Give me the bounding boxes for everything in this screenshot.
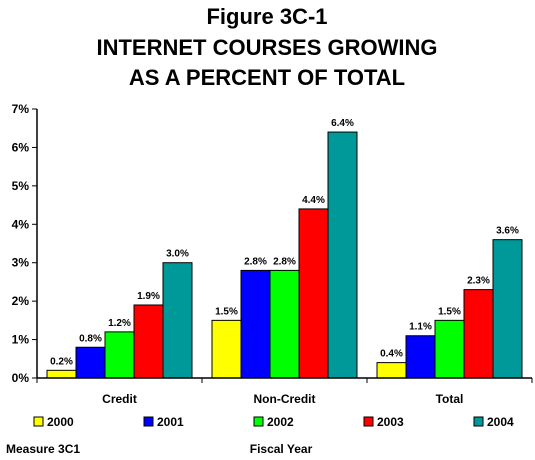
bar-2002-non-credit <box>269 269 300 379</box>
y-tick-label: 7% <box>12 102 30 116</box>
data-label: 1.5% <box>438 306 461 317</box>
data-label: 3.6% <box>496 226 519 237</box>
category-label-credit: Credit <box>102 392 137 406</box>
bar-2000-total <box>376 362 407 379</box>
legend-label-2002: 2002 <box>267 415 294 429</box>
bar-2003-non-credit <box>298 208 329 379</box>
footer-measure: Measure 3C1 <box>6 442 80 456</box>
category-label-total: Total <box>436 392 464 406</box>
y-tick-label: 5% <box>12 179 30 193</box>
y-tick-label: 6% <box>12 140 30 154</box>
chart-title-line-1: Figure 3C-1 <box>206 4 327 29</box>
bar-2003-total <box>463 289 494 379</box>
legend-swatch-2003 <box>363 416 374 427</box>
bar-2000-credit <box>46 369 77 379</box>
legend-label-2000: 2000 <box>47 415 74 429</box>
y-tick-label: 0% <box>12 371 30 385</box>
bar-2004-credit <box>162 262 193 379</box>
legend-label-2004: 2004 <box>487 415 514 429</box>
data-label: 2.8% <box>273 256 296 267</box>
y-tick-label: 2% <box>12 294 30 308</box>
data-label: 6.4% <box>331 118 354 129</box>
data-label: 2.8% <box>244 256 267 267</box>
chart-title-line-2: INTERNET COURSES GROWING <box>96 35 437 60</box>
legend-label-2001: 2001 <box>157 415 184 429</box>
data-label: 1.1% <box>409 322 432 333</box>
data-label: 1.2% <box>108 318 131 329</box>
legend-swatch-2004 <box>473 416 484 427</box>
bar-2001-total <box>405 335 436 379</box>
bar-2002-credit <box>104 331 135 379</box>
data-label: 2.3% <box>467 276 490 287</box>
bar-2004-non-credit <box>327 131 358 379</box>
y-tick-label: 4% <box>12 217 30 231</box>
data-label: 3.0% <box>166 249 189 260</box>
legend-swatch-2002 <box>253 416 264 427</box>
category-label-non-credit: Non-Credit <box>254 392 316 406</box>
bar-2001-non-credit <box>240 269 271 379</box>
bar-2000-non-credit <box>211 319 242 379</box>
data-label: 4.4% <box>302 195 325 206</box>
legend-label-2003: 2003 <box>377 415 404 429</box>
bar-2004-total <box>492 239 523 379</box>
data-label: 0.2% <box>50 356 73 367</box>
bar-2001-credit <box>75 346 106 379</box>
legend-swatch-2001 <box>143 416 154 427</box>
legend-swatch-2000 <box>33 416 44 427</box>
data-label: 0.8% <box>79 333 102 344</box>
y-tick-label: 3% <box>12 256 30 270</box>
bar-2002-total <box>434 319 465 379</box>
data-label: 1.5% <box>215 306 238 317</box>
data-label: 0.4% <box>380 349 403 360</box>
y-tick-label: 1% <box>12 333 30 347</box>
plot-area: 0% 1% 2% 3% 4% 5% 6% 7% 0.2% 0.8% 1.2% 1.9% 3.0% Cred… <box>12 102 533 406</box>
data-label: 1.9% <box>137 291 160 302</box>
x-axis-label: Fiscal Year <box>250 442 313 456</box>
bar-2003-credit <box>133 304 164 379</box>
chart-title-line-3: AS A PERCENT OF TOTAL <box>129 65 405 90</box>
legend: 2000 2001 2002 2003 2004 <box>33 415 514 429</box>
